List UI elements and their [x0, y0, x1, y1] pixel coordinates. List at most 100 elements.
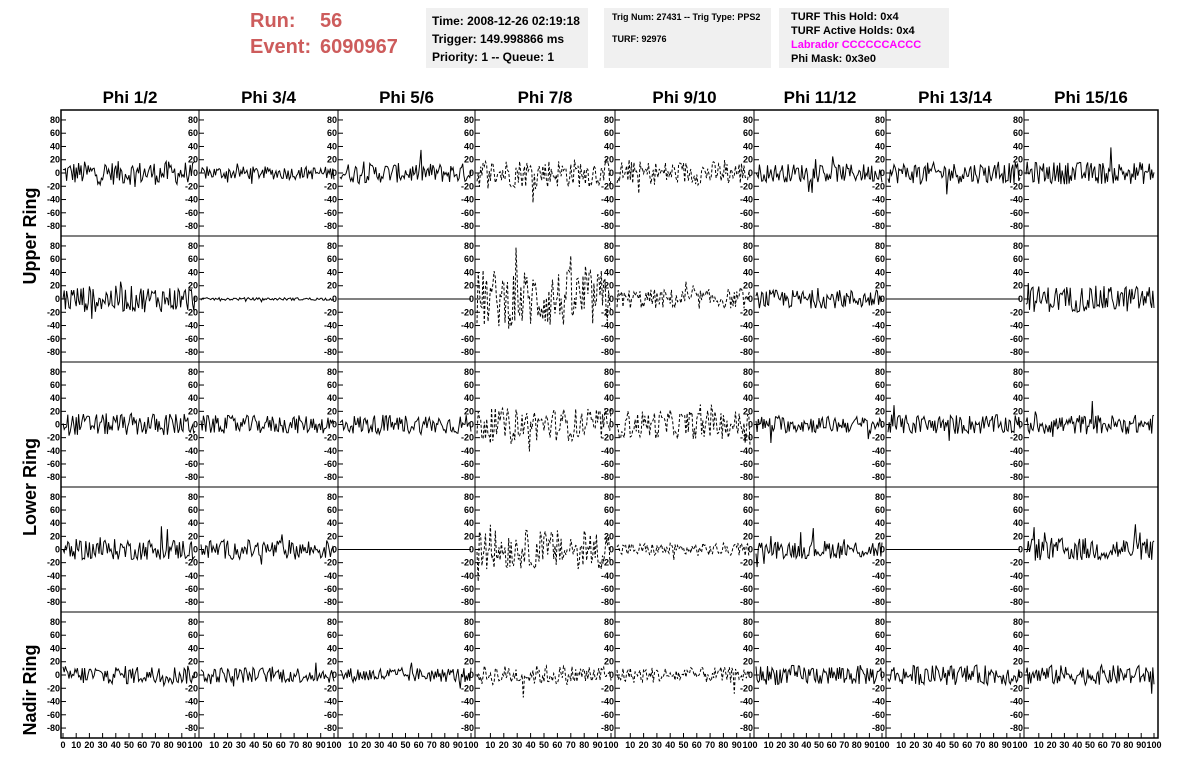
y-tick-label: 0 [469, 670, 474, 680]
y-tick-label: -40 [740, 446, 753, 456]
y-tick-label: -20 [461, 683, 474, 693]
panel-frame [1023, 361, 1159, 488]
y-tick-label: 60 [50, 128, 60, 138]
y-tick-label: 80 [875, 115, 885, 125]
column-title: Phi 5/6 [379, 88, 434, 107]
y-tick-label: -60 [601, 584, 614, 594]
y-tick-label: 40 [1013, 643, 1023, 653]
y-tick-label: 20 [464, 657, 474, 667]
y-tick-label: 80 [604, 115, 614, 125]
y-tick-label: -60 [47, 459, 60, 469]
y-tick-label: 60 [188, 630, 198, 640]
panel-frame [614, 361, 755, 488]
y-tick-label: -60 [324, 208, 337, 218]
y-tick-label: -20 [1010, 307, 1023, 317]
y-tick-label: -80 [324, 597, 337, 607]
y-tick-label: 40 [875, 518, 885, 528]
x-tick-label: 10 [348, 740, 358, 750]
y-tick-label: -40 [47, 697, 60, 707]
x-tick-label: 40 [249, 740, 259, 750]
turf-text: TURF: 92976 [612, 34, 667, 44]
y-tick-label: 40 [188, 518, 198, 528]
time-info-box: Time: 2008-12-26 02:19:18 Trigger: 149.9… [426, 8, 588, 68]
y-tick-label: -40 [872, 195, 885, 205]
y-tick-label: -40 [461, 571, 474, 581]
y-tick-label: 40 [1013, 141, 1023, 151]
x-tick-label: 70 [150, 740, 160, 750]
y-tick-label: -80 [740, 472, 753, 482]
y-tick-label: 40 [50, 393, 60, 403]
y-tick-label: 0 [469, 420, 474, 430]
y-tick-label: 80 [50, 115, 60, 125]
y-tick-label: 0 [332, 168, 337, 178]
y-tick-label: 80 [875, 492, 885, 502]
waveform-trace [200, 296, 335, 303]
y-tick-label: 80 [327, 617, 337, 627]
y-tick-label: -20 [872, 307, 885, 317]
y-tick-label: 40 [743, 643, 753, 653]
y-tick-label: 40 [50, 267, 60, 277]
x-tick-label: 20 [499, 740, 509, 750]
y-tick-label: 0 [193, 670, 198, 680]
y-tick-label: -60 [324, 584, 337, 594]
waveform-trace [755, 287, 883, 310]
y-tick-label: 0 [748, 420, 753, 430]
y-tick-label: 40 [464, 141, 474, 151]
y-tick-label: 0 [332, 545, 337, 555]
y-tick-label: -80 [872, 221, 885, 231]
waveform-trace [476, 406, 612, 452]
y-tick-label: 80 [875, 241, 885, 251]
y-tick-label: 0 [1018, 294, 1023, 304]
y-tick-label: -20 [1010, 181, 1023, 191]
y-tick-label: 20 [1013, 531, 1023, 541]
y-tick-label: 60 [604, 254, 614, 264]
y-tick-label: 60 [1013, 505, 1023, 515]
x-tick-label: 80 [852, 740, 862, 750]
y-tick-label: -60 [601, 208, 614, 218]
y-tick-label: -60 [601, 334, 614, 344]
event-value: 6090967 [320, 36, 398, 58]
y-tick-label: 40 [875, 141, 885, 151]
waveform-trace [616, 404, 751, 447]
y-tick-label: 0 [609, 168, 614, 178]
x-tick-label: 80 [164, 740, 174, 750]
y-tick-label: -40 [185, 195, 198, 205]
y-tick-label: 80 [464, 617, 474, 627]
y-tick-label: -80 [324, 723, 337, 733]
y-tick-label: -60 [872, 334, 885, 344]
waveform-trace [887, 405, 1021, 441]
y-tick-label: -80 [47, 723, 60, 733]
y-tick-label: -40 [1010, 571, 1023, 581]
x-tick-label: 20 [639, 740, 649, 750]
y-tick-label: 20 [327, 155, 337, 165]
y-tick-label: -60 [324, 459, 337, 469]
x-tick-label: 50 [400, 740, 410, 750]
x-tick-label: 90 [593, 740, 603, 750]
y-tick-label: 20 [188, 155, 198, 165]
y-tick-label: 0 [880, 545, 885, 555]
y-tick-label: -80 [461, 472, 474, 482]
y-tick-label: -20 [1010, 558, 1023, 568]
panel-frame [474, 109, 616, 237]
y-tick-label: 20 [604, 406, 614, 416]
y-tick-label: -80 [47, 597, 60, 607]
y-tick-label: 80 [743, 367, 753, 377]
y-tick-label: 60 [604, 505, 614, 515]
waveform-trace [200, 662, 335, 687]
x-tick-label: 80 [1123, 740, 1133, 750]
panel-frame [753, 235, 887, 363]
y-tick-label: 20 [464, 281, 474, 291]
y-tick-label: 40 [464, 643, 474, 653]
y-tick-label: -80 [872, 472, 885, 482]
x-tick-label: 20 [223, 740, 233, 750]
y-tick-label: 40 [50, 141, 60, 151]
y-tick-label: 40 [188, 141, 198, 151]
x-tick-label: 50 [539, 740, 549, 750]
y-tick-label: 60 [1013, 128, 1023, 138]
y-tick-label: 20 [50, 281, 60, 291]
y-tick-label: -40 [461, 195, 474, 205]
run-event-box: Run: 56 Event: 6090967 [250, 8, 415, 66]
y-tick-label: 60 [875, 630, 885, 640]
y-tick-label: -40 [1010, 321, 1023, 331]
x-tick-label: 50 [678, 740, 688, 750]
